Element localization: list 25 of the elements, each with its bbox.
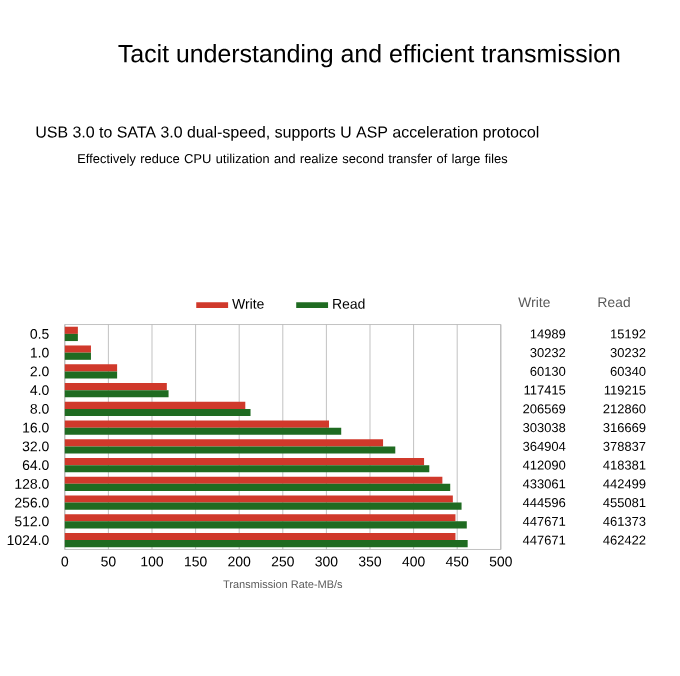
bar xyxy=(64,532,456,540)
bar xyxy=(64,438,384,446)
bar xyxy=(64,513,456,521)
bar xyxy=(64,502,462,510)
bar xyxy=(64,326,78,334)
bar xyxy=(64,495,453,503)
bar xyxy=(64,363,118,371)
bar xyxy=(64,401,246,409)
bar xyxy=(64,483,451,491)
bar xyxy=(64,408,251,416)
bar xyxy=(64,333,78,341)
bar xyxy=(64,464,430,472)
bar xyxy=(64,520,467,529)
bar xyxy=(64,427,342,435)
bar xyxy=(64,370,118,379)
bar xyxy=(64,457,425,465)
bar xyxy=(64,445,396,454)
bar xyxy=(64,382,167,390)
bar xyxy=(64,389,169,397)
chart-title: Tacit understanding and efficient transmission xyxy=(118,43,620,67)
bar xyxy=(64,476,443,484)
bar xyxy=(64,352,91,360)
bar xyxy=(64,345,91,353)
bar xyxy=(64,539,468,547)
bar xyxy=(64,420,330,428)
